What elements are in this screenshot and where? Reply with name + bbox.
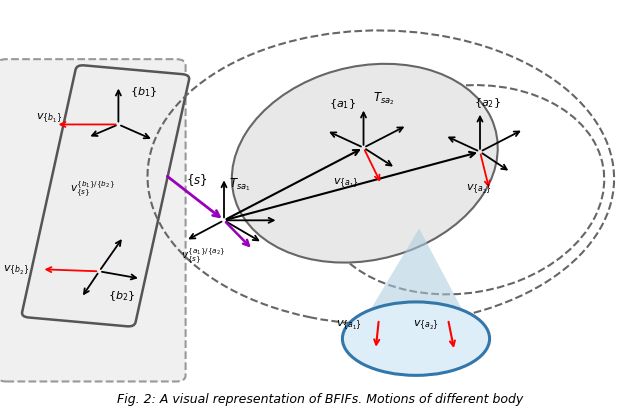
FancyBboxPatch shape	[0, 59, 186, 381]
Text: $\{s\}$: $\{s\}$	[186, 172, 207, 188]
Text: $v^{\{a_1\}/\{a_2\}}_{\{s\}}$: $v^{\{a_1\}/\{a_2\}}_{\{s\}}$	[181, 247, 226, 267]
Ellipse shape	[232, 64, 498, 263]
Text: Fig. 2: A visual representation of BFIFs. Motions of different body: Fig. 2: A visual representation of BFIFs…	[117, 393, 523, 406]
Ellipse shape	[342, 302, 490, 375]
Text: $v_{\{b_1\}}$: $v_{\{b_1\}}$	[36, 112, 62, 126]
Polygon shape	[365, 228, 467, 319]
Text: $\{a_1\}$: $\{a_1\}$	[329, 97, 356, 111]
Text: $v_{\{a_2\}}$: $v_{\{a_2\}}$	[413, 319, 438, 333]
Text: $v_{\{b_2\}}$: $v_{\{b_2\}}$	[3, 264, 29, 278]
Text: $\{a_2\}$: $\{a_2\}$	[474, 96, 501, 110]
Text: $\{b_2\}$: $\{b_2\}$	[108, 289, 135, 303]
Text: $\{b_1\}$: $\{b_1\}$	[131, 85, 157, 99]
FancyBboxPatch shape	[22, 65, 189, 326]
Text: $v_{\{a_1\}}$: $v_{\{a_1\}}$	[336, 319, 362, 333]
Text: $T_{sa_1}$: $T_{sa_1}$	[229, 176, 251, 193]
Text: $T_{sa_2}$: $T_{sa_2}$	[373, 91, 395, 107]
Text: $v_{\{a_1\}}$: $v_{\{a_1\}}$	[333, 177, 358, 191]
Text: $v^{\{b_1\}/\{b_2\}}_{\{s\}}$: $v^{\{b_1\}/\{b_2\}}_{\{s\}}$	[70, 180, 115, 200]
Text: $v_{\{a_2\}}$: $v_{\{a_2\}}$	[466, 183, 492, 197]
